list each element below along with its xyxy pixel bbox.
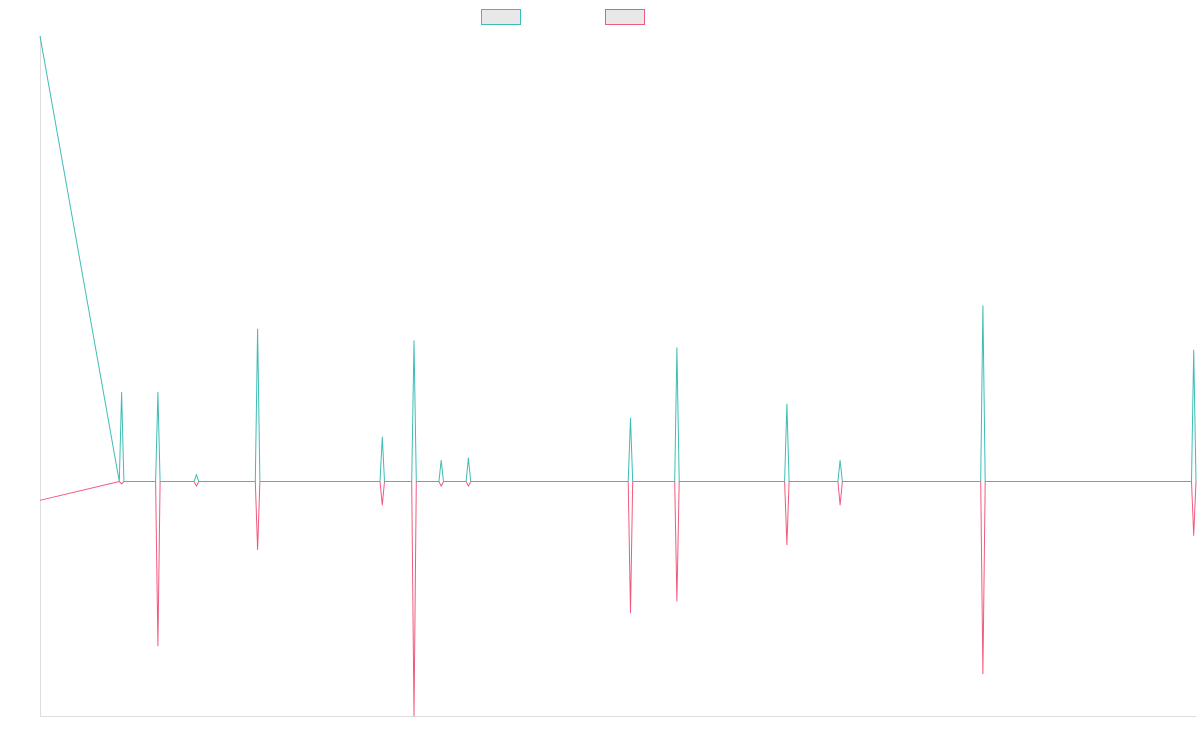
data-point-series-2[interactable] [1194, 480, 1198, 484]
data-point-series-1[interactable] [120, 390, 124, 394]
data-point-series-2[interactable] [464, 480, 468, 484]
data-point-series-2[interactable] [840, 480, 844, 484]
data-point-series-2[interactable] [1190, 480, 1194, 484]
data-point-series-1[interactable] [981, 304, 985, 308]
data-point-series-2[interactable] [783, 480, 787, 484]
data-point-series-2[interactable] [675, 599, 679, 603]
data-point-series-2[interactable] [785, 543, 789, 547]
data-point-series-2[interactable] [258, 480, 262, 484]
series-line-2[interactable] [39, 481, 1197, 717]
data-point-series-2[interactable] [626, 480, 630, 484]
data-point-series-2[interactable] [437, 480, 441, 484]
data-point-series-2[interactable] [836, 480, 840, 484]
data-point-series-2[interactable] [158, 480, 162, 484]
data-point-series-1[interactable] [256, 327, 260, 331]
data-point-series-2[interactable] [979, 480, 983, 484]
data-point-series-2[interactable] [194, 484, 198, 488]
series-layer [38, 34, 1198, 718]
data-point-series-2[interactable] [410, 480, 414, 484]
data-point-series-1[interactable] [629, 416, 633, 420]
data-point-series-2[interactable] [380, 503, 384, 507]
data-point-series-1[interactable] [1192, 348, 1196, 352]
legend [0, 9, 1200, 27]
data-point-series-2[interactable] [631, 480, 635, 484]
data-point-series-2[interactable] [1192, 533, 1196, 537]
data-point-series-2[interactable] [256, 548, 260, 552]
data-point-series-2[interactable] [414, 480, 418, 484]
data-point-series-2[interactable] [122, 480, 126, 484]
data-point-series-2[interactable] [383, 480, 387, 484]
data-point-series-2[interactable] [673, 480, 677, 484]
data-point-series-2[interactable] [154, 480, 158, 484]
data-point-series-2[interactable] [629, 611, 633, 615]
data-point-series-1[interactable] [38, 34, 42, 38]
data-point-series-2[interactable] [378, 480, 382, 484]
data-point-series-1[interactable] [675, 346, 679, 350]
data-point-series-1[interactable] [838, 458, 842, 462]
data-point-series-2[interactable] [38, 498, 42, 502]
legend-swatch-series-2[interactable] [605, 9, 645, 25]
data-point-series-2[interactable] [787, 480, 791, 484]
data-point-series-1[interactable] [439, 458, 443, 462]
data-point-series-2[interactable] [442, 480, 446, 484]
data-point-series-2[interactable] [677, 480, 681, 484]
data-point-series-2[interactable] [838, 503, 842, 507]
data-point-series-2[interactable] [439, 484, 443, 488]
data-point-series-2[interactable] [981, 672, 985, 676]
data-point-series-2[interactable] [466, 484, 470, 488]
data-point-series-1[interactable] [194, 473, 198, 477]
data-point-series-2[interactable] [197, 480, 201, 484]
data-point-series-2[interactable] [412, 714, 416, 718]
data-point-series-1[interactable] [412, 339, 416, 343]
data-point-series-2[interactable] [983, 480, 987, 484]
legend-swatch-series-1[interactable] [481, 9, 521, 25]
data-point-series-2[interactable] [156, 644, 160, 648]
data-point-series-1[interactable] [380, 435, 384, 439]
series-line-1[interactable] [39, 35, 1197, 482]
data-point-series-1[interactable] [466, 456, 470, 460]
data-point-series-2[interactable] [192, 480, 196, 484]
data-point-series-1[interactable] [156, 390, 160, 394]
data-point-series-2[interactable] [253, 480, 257, 484]
data-point-series-1[interactable] [785, 402, 789, 406]
data-point-series-2[interactable] [469, 480, 473, 484]
